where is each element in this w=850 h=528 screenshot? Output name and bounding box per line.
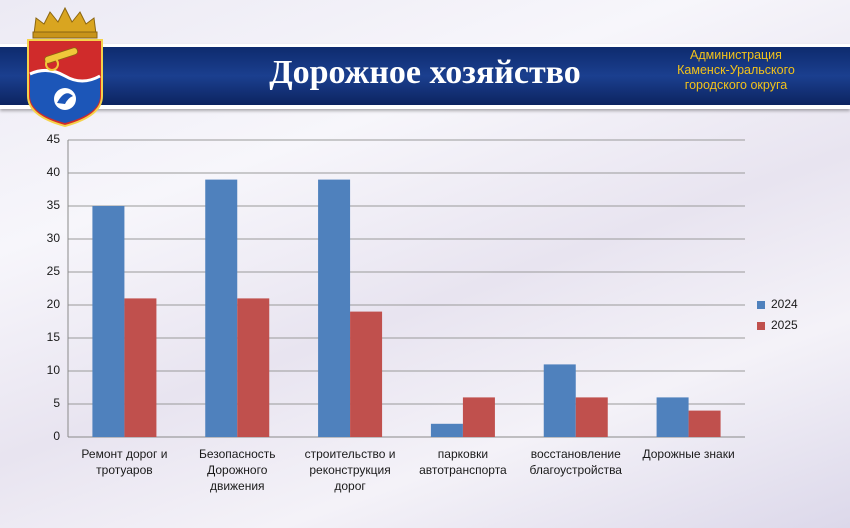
bar-2024 <box>543 364 576 437</box>
bar-2025 <box>124 298 157 437</box>
bars <box>92 179 721 437</box>
title-banner <box>0 44 850 109</box>
x-category-label: Безопасность Дорожного движения <box>198 447 276 493</box>
admin-line-2: Каменск-Уральского <box>677 63 795 77</box>
bar-2025 <box>575 397 608 437</box>
gridlines <box>68 139 745 438</box>
y-tick-label: 15 <box>46 330 60 344</box>
bar-2025 <box>688 410 721 437</box>
bar-2024 <box>92 206 125 437</box>
bar-2024 <box>656 397 689 437</box>
administration-label: Администрация Каменск-Уральского городск… <box>666 48 806 93</box>
bar-2024 <box>318 179 351 437</box>
x-category-label: Ремонт дорог и тротуаров <box>81 447 168 477</box>
slide-title: Дорожное хозяйство <box>269 54 581 91</box>
x-category-label: восстановление благоустройства <box>529 447 622 477</box>
bar-2024 <box>430 423 463 437</box>
bar-2025 <box>237 298 270 437</box>
legend-swatch <box>757 300 765 309</box>
legend-item-2025: 2025 <box>757 318 798 332</box>
y-tick-label: 5 <box>53 396 60 410</box>
admin-line-3: городского округа <box>684 78 788 92</box>
legend-item-2024: 2024 <box>757 297 798 311</box>
legend-label: 2024 <box>771 297 798 311</box>
y-tick-label: 40 <box>46 165 60 179</box>
legend-swatch <box>757 321 765 330</box>
y-tick-label: 20 <box>46 297 60 311</box>
y-tick-label: 25 <box>46 264 60 278</box>
x-category-label: Дорожные знаки <box>642 447 735 461</box>
bar-2024 <box>205 179 238 437</box>
x-category-label: строительство и реконструкция дорог <box>304 447 396 493</box>
y-tick-label: 0 <box>53 429 60 443</box>
admin-line-1: Администрация <box>690 48 782 62</box>
bar-2025 <box>350 311 383 437</box>
y-tick-label: 10 <box>46 363 60 377</box>
x-category-label: парковки автотранспорта <box>419 447 507 477</box>
y-tick-label: 30 <box>46 231 60 245</box>
y-tick-label: 35 <box>46 198 60 212</box>
y-tick-label: 45 <box>46 132 60 146</box>
bar-2025 <box>462 397 495 437</box>
legend-label: 2025 <box>771 318 798 332</box>
city-coat-of-arms-icon <box>27 6 103 128</box>
